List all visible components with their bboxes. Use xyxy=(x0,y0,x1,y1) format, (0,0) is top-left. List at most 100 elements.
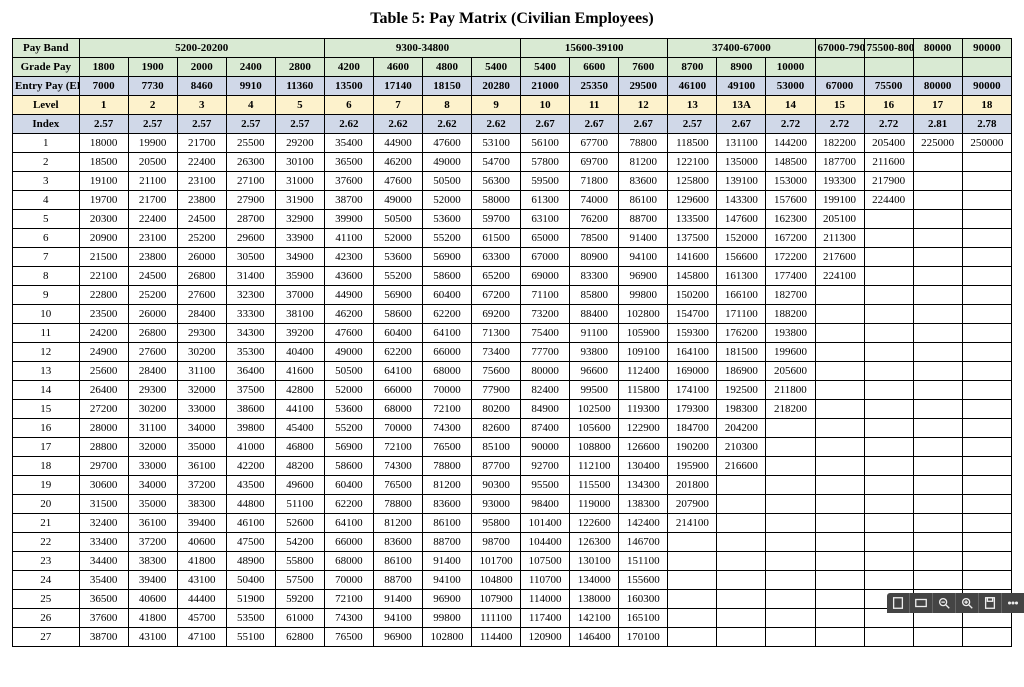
cell xyxy=(962,571,1011,590)
index-cell: 2.72 xyxy=(864,115,913,134)
grade-pay-cell: 4800 xyxy=(423,58,472,77)
viewer-toolbar xyxy=(887,593,1024,613)
cell: 70000 xyxy=(324,571,373,590)
cell: 25500 xyxy=(226,134,275,153)
cell: 38700 xyxy=(324,191,373,210)
zoom-in-icon[interactable] xyxy=(955,593,978,613)
cell: 59200 xyxy=(275,590,324,609)
cell: 188200 xyxy=(766,305,815,324)
cell: 46100 xyxy=(226,514,275,533)
cell: 71100 xyxy=(521,286,570,305)
index-cell: 2.67 xyxy=(570,115,619,134)
cell xyxy=(717,609,766,628)
cell: 63300 xyxy=(472,248,521,267)
cell: 114000 xyxy=(521,590,570,609)
cell: 73400 xyxy=(472,343,521,362)
cell xyxy=(864,305,913,324)
row-index: 22 xyxy=(13,533,80,552)
cell: 23800 xyxy=(177,191,226,210)
cell xyxy=(864,286,913,305)
level-cell: 16 xyxy=(864,96,913,115)
cell: 52600 xyxy=(275,514,324,533)
cell: 30500 xyxy=(226,248,275,267)
cell: 250000 xyxy=(962,134,1011,153)
cell: 117400 xyxy=(521,609,570,628)
cell: 64100 xyxy=(324,514,373,533)
row-index: 3 xyxy=(13,172,80,191)
cell: 201800 xyxy=(668,476,717,495)
cell: 204200 xyxy=(717,419,766,438)
cell: 81200 xyxy=(423,476,472,495)
cell: 114400 xyxy=(472,628,521,647)
cell xyxy=(668,609,717,628)
cell: 84900 xyxy=(521,400,570,419)
cell xyxy=(815,419,864,438)
level-cell: 14 xyxy=(766,96,815,115)
cell xyxy=(864,514,913,533)
save-icon[interactable] xyxy=(978,593,1001,613)
cell xyxy=(864,343,913,362)
cell: 47600 xyxy=(373,172,422,191)
cell xyxy=(766,476,815,495)
index-cell: 2.72 xyxy=(815,115,864,134)
cell: 58600 xyxy=(373,305,422,324)
cell: 31500 xyxy=(79,495,128,514)
cell: 74300 xyxy=(373,457,422,476)
cell: 182700 xyxy=(766,286,815,305)
cell xyxy=(766,438,815,457)
cell: 18500 xyxy=(79,153,128,172)
cell: 96900 xyxy=(373,628,422,647)
cell: 110700 xyxy=(521,571,570,590)
cell: 80900 xyxy=(570,248,619,267)
cell xyxy=(913,172,962,191)
cell: 66000 xyxy=(324,533,373,552)
fit-icon[interactable] xyxy=(909,593,932,613)
cell: 26300 xyxy=(226,153,275,172)
more-icon[interactable] xyxy=(1001,593,1024,613)
cell: 83600 xyxy=(423,495,472,514)
cell xyxy=(864,552,913,571)
grade-pay-cell xyxy=(864,58,913,77)
cell: 21500 xyxy=(79,248,128,267)
zoom-out-icon[interactable] xyxy=(932,593,955,613)
cell: 82400 xyxy=(521,381,570,400)
cell: 29700 xyxy=(79,457,128,476)
cell: 61500 xyxy=(472,229,521,248)
pay-band: 9300-34800 xyxy=(324,39,520,58)
cell: 78500 xyxy=(570,229,619,248)
cell: 42800 xyxy=(275,381,324,400)
cell: 26400 xyxy=(79,381,128,400)
cell: 68000 xyxy=(324,552,373,571)
cell xyxy=(962,343,1011,362)
cell: 102800 xyxy=(423,628,472,647)
grade-pay-cell: 4600 xyxy=(373,58,422,77)
cell: 55200 xyxy=(324,419,373,438)
cell xyxy=(766,457,815,476)
cell xyxy=(864,628,913,647)
page-icon[interactable] xyxy=(887,593,909,613)
grade-pay-cell: 1800 xyxy=(79,58,128,77)
level-label: Level xyxy=(13,96,80,115)
grade-pay-cell: 4200 xyxy=(324,58,373,77)
row-index: 6 xyxy=(13,229,80,248)
cell: 39800 xyxy=(226,419,275,438)
cell: 87400 xyxy=(521,419,570,438)
cell: 48900 xyxy=(226,552,275,571)
row-index: 21 xyxy=(13,514,80,533)
row-index: 8 xyxy=(13,267,80,286)
cell: 30200 xyxy=(177,343,226,362)
cell: 211800 xyxy=(766,381,815,400)
cell: 164100 xyxy=(668,343,717,362)
cell: 55800 xyxy=(275,552,324,571)
cell: 53600 xyxy=(373,248,422,267)
cell: 137500 xyxy=(668,229,717,248)
cell xyxy=(815,438,864,457)
cell: 60400 xyxy=(373,324,422,343)
cell: 71300 xyxy=(472,324,521,343)
cell: 99500 xyxy=(570,381,619,400)
entry-pay-cell: 25350 xyxy=(570,77,619,96)
cell: 102500 xyxy=(570,400,619,419)
cell xyxy=(668,533,717,552)
cell: 165100 xyxy=(619,609,668,628)
cell xyxy=(962,552,1011,571)
